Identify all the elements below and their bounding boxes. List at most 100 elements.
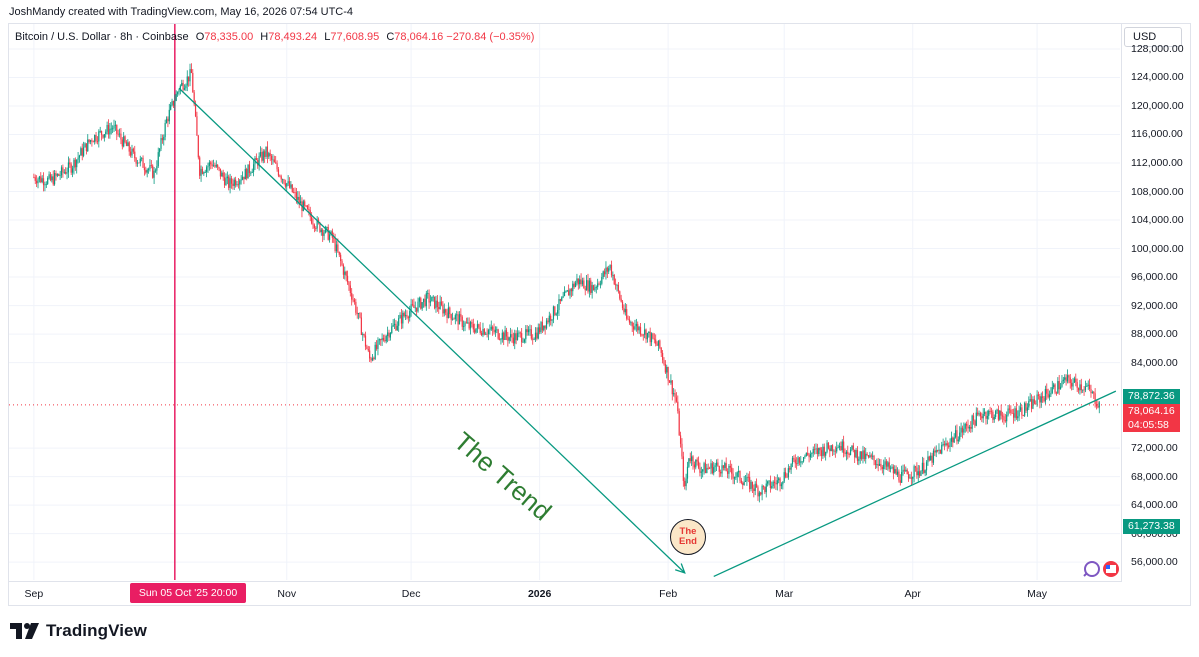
candle-body xyxy=(985,412,987,419)
candle-body xyxy=(927,456,929,463)
time-tick-label: Dec xyxy=(401,588,421,600)
candle-body xyxy=(825,451,827,456)
candle-body xyxy=(47,178,49,184)
candle-body xyxy=(232,183,234,186)
candle-body xyxy=(261,152,263,161)
candle-body xyxy=(995,411,997,417)
candle-body xyxy=(356,312,358,314)
candle-body xyxy=(747,476,749,478)
candle-body xyxy=(590,280,592,293)
price-tick-label: 96,000.00 xyxy=(1131,271,1178,284)
candle-body xyxy=(1055,392,1058,394)
chart-widget-icons[interactable] xyxy=(1081,559,1121,579)
candle-body xyxy=(1072,382,1074,387)
candle-body xyxy=(192,72,194,93)
candle-body xyxy=(100,130,103,135)
candle-body xyxy=(912,476,914,479)
candle-body xyxy=(581,280,584,285)
candle-body xyxy=(722,465,725,468)
candle-body xyxy=(1080,384,1082,391)
candle-body xyxy=(112,128,114,130)
candle-body xyxy=(239,180,241,185)
candle-body xyxy=(744,480,747,482)
candle-body xyxy=(537,327,539,339)
candle-body xyxy=(149,165,151,170)
candle-body xyxy=(1051,387,1053,393)
price-tag-low: 61,273.38 xyxy=(1123,519,1180,534)
candle-body xyxy=(413,304,415,308)
candle-body xyxy=(1082,389,1084,391)
candle-body xyxy=(584,288,586,291)
tradingview-logo[interactable]: TradingView xyxy=(10,621,147,641)
candle-body xyxy=(628,319,631,323)
candle-body xyxy=(667,366,669,381)
candle-body xyxy=(686,466,689,479)
candle-body xyxy=(348,282,350,286)
candle-body xyxy=(76,159,78,168)
candle-body xyxy=(1064,377,1066,380)
candle-body xyxy=(714,465,716,468)
price-tick-label: 64,000.00 xyxy=(1131,499,1178,512)
candle-body xyxy=(1003,416,1005,421)
candle-body xyxy=(407,317,409,319)
candle-body xyxy=(1068,375,1070,378)
candle-body xyxy=(160,138,162,149)
candle-body xyxy=(432,296,434,298)
candle-body xyxy=(718,466,720,472)
candle-body xyxy=(154,170,157,172)
candle-body xyxy=(1088,384,1091,389)
candle-body xyxy=(740,480,742,483)
change-value: −270.84 (−0.35%) xyxy=(446,31,535,43)
candle-body xyxy=(206,167,208,172)
open-value: 78,335.00 xyxy=(204,31,254,43)
candle-body xyxy=(1004,420,1006,422)
candle-body xyxy=(157,152,159,167)
candle-body xyxy=(324,227,327,233)
candle-body xyxy=(901,471,903,483)
candle-body xyxy=(642,334,644,336)
candle-body xyxy=(453,318,455,320)
candle-body xyxy=(750,481,752,490)
candle-body xyxy=(790,463,792,470)
candle-body xyxy=(572,283,574,292)
close-value: 78,064.16 xyxy=(394,31,444,43)
candle-body xyxy=(898,471,900,481)
replay-icon[interactable] xyxy=(1083,561,1100,577)
time-tick-label: Feb xyxy=(659,588,678,600)
candle-body xyxy=(410,304,412,312)
candle-body xyxy=(1033,399,1035,404)
candle-body xyxy=(118,133,121,135)
candle-body xyxy=(854,449,856,458)
candle-body xyxy=(791,457,794,464)
candle-body xyxy=(956,430,958,442)
candle-body xyxy=(431,296,433,302)
candle-body xyxy=(468,322,470,329)
candle-body xyxy=(1076,382,1078,388)
candle-body xyxy=(993,416,995,420)
candle-body xyxy=(815,448,817,450)
flag-icon[interactable] xyxy=(1103,561,1119,577)
currency-button[interactable]: USD xyxy=(1124,27,1182,47)
candle-body xyxy=(920,470,922,476)
candle-body xyxy=(972,415,975,421)
candle-body xyxy=(863,450,865,460)
candle-body xyxy=(624,309,626,313)
candle-body xyxy=(693,464,695,468)
candle-body xyxy=(982,413,984,419)
the-end-badge[interactable]: The End xyxy=(670,519,706,555)
candle-body xyxy=(121,139,123,147)
candle-body xyxy=(1029,399,1031,402)
candle-body xyxy=(359,313,361,318)
time-tick-label: Nov xyxy=(277,588,297,600)
candle-body xyxy=(878,463,881,466)
candle-body xyxy=(87,139,89,152)
price-tick-label: 84,000.00 xyxy=(1131,356,1178,369)
candle-body xyxy=(240,179,242,181)
candle-body xyxy=(617,285,619,292)
candle-body xyxy=(789,468,791,470)
candle-body xyxy=(534,332,537,340)
candle-body xyxy=(704,463,707,473)
candle-body xyxy=(458,314,461,325)
candle-body xyxy=(85,143,87,152)
